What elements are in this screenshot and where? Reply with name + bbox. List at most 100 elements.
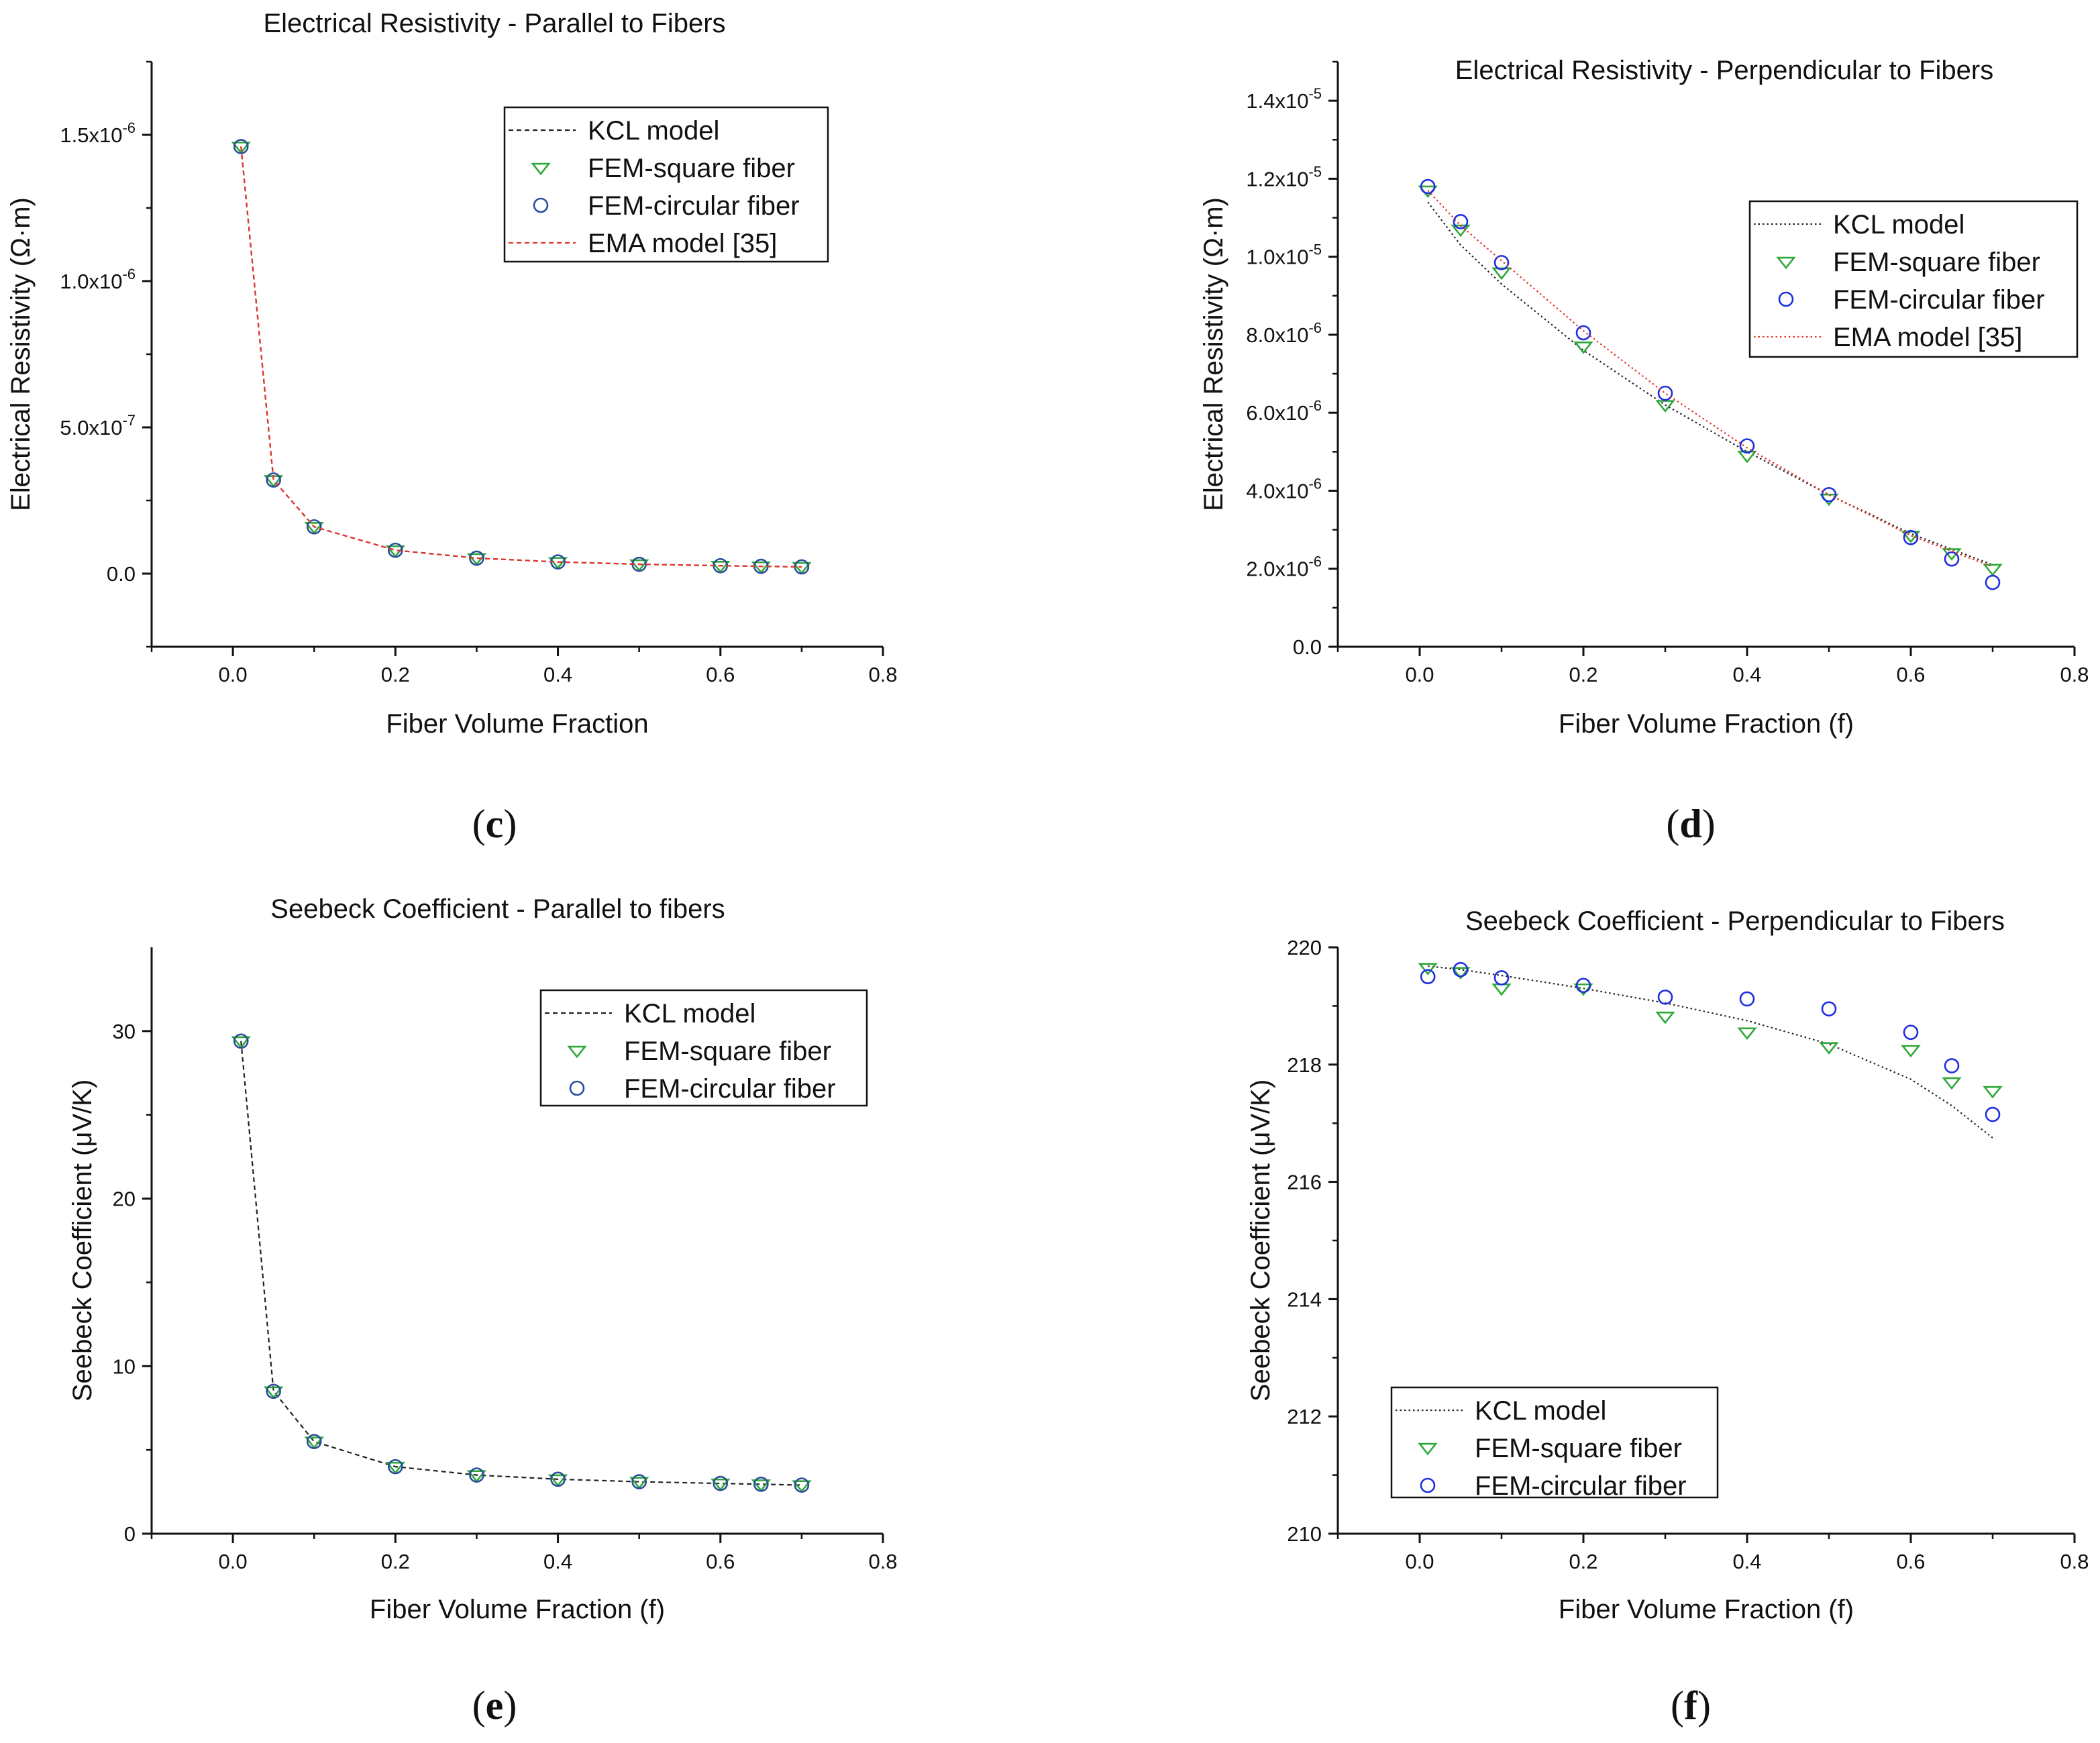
panel-label: (c) (472, 802, 517, 846)
legend-label: FEM-square fiber (588, 154, 795, 183)
chart-title: Electrical Resistivity - Parallel to Fib… (263, 9, 725, 38)
legend-label: KCL model (624, 999, 755, 1028)
data-point (547, 1474, 568, 1487)
legend-label: EMA model [35] (588, 229, 777, 258)
x-tick-label: 0.2 (381, 663, 410, 686)
x-tick-label: 0.8 (2060, 1550, 2089, 1573)
data-point (794, 1477, 810, 1493)
y-tick-label: 4.0x10-6 (1246, 475, 1322, 503)
data-point (1453, 961, 1469, 978)
data-point (1655, 400, 1675, 413)
data-point (1983, 564, 2003, 577)
data-point (631, 1474, 647, 1489)
data-point (1657, 989, 1673, 1005)
legend-frame (539, 989, 868, 1107)
data-point (388, 1459, 403, 1475)
data-point (1737, 450, 1757, 464)
x-axis-label: Fiber Volume Fraction (f) (370, 1595, 665, 1624)
legend-label: KCL model (1475, 1396, 1606, 1426)
data-point (550, 1471, 566, 1487)
data-point (1901, 1045, 1921, 1058)
x-tick-label: 0.6 (706, 663, 735, 686)
series-line (1427, 190, 1993, 568)
legend-circle-swatch (569, 1080, 585, 1096)
y-tick-label: 220 (1287, 936, 1322, 959)
legend-label: FEM-square fiber (1833, 248, 2040, 277)
data-point (231, 1036, 251, 1049)
legend-label: EMA model [35] (1833, 323, 2022, 352)
data-point (1575, 325, 1591, 341)
legend-label: KCL model (588, 116, 719, 146)
series-fem-circular-fiber (1420, 961, 2001, 1122)
data-point (304, 1436, 324, 1449)
x-tick-label: 0.2 (1569, 1550, 1597, 1573)
data-point (388, 542, 403, 558)
legend-label: FEM-circular fiber (624, 1074, 836, 1104)
y-tick-label: 1.0x10-6 (60, 266, 136, 293)
legend-circle-swatch (533, 197, 549, 213)
x-tick-label: 0.4 (1732, 1550, 1761, 1573)
data-point (1418, 963, 1438, 975)
series-line (1428, 965, 1993, 1139)
y-tick-label: 1.5x10-6 (60, 119, 136, 147)
legend-label: FEM-square fiber (624, 1037, 831, 1066)
data-point (1493, 970, 1510, 986)
data-point (711, 560, 731, 574)
data-point (1819, 1042, 1839, 1055)
chart-panel-c: Electrical Resistivity - Parallel to Fib… (6, 9, 898, 846)
chart-panel-f: Seebeck Coefficient - Perpendicular to F… (1246, 906, 2089, 1728)
x-axis-label: Fiber Volume Fraction (386, 709, 648, 739)
y-tick-label: 218 (1287, 1053, 1322, 1077)
data-point (233, 1033, 249, 1049)
data-point (792, 562, 812, 575)
y-tick-label: 0.0 (107, 562, 136, 586)
y-tick-label: 2.0x10-6 (1246, 553, 1322, 581)
y-tick-label: 212 (1287, 1405, 1322, 1428)
data-point (1493, 255, 1510, 270)
x-tick-label: 0.4 (543, 1550, 572, 1573)
data-point (711, 1478, 731, 1491)
y-tick-label: 1.0x10-5 (1246, 242, 1322, 269)
x-tick-label: 0.8 (2060, 663, 2089, 686)
data-point (304, 521, 324, 535)
data-point (1573, 983, 1593, 996)
data-point (1451, 224, 1471, 237)
series-ema-model-35 (1427, 190, 1993, 568)
data-point (1903, 1024, 1919, 1041)
x-tick-label: 0.0 (219, 663, 248, 686)
data-point (629, 559, 649, 572)
legend-label: FEM-square fiber (1475, 1434, 1682, 1463)
data-point (751, 1479, 772, 1492)
legend-label: KCL model (1833, 210, 1964, 240)
data-point (469, 1467, 484, 1483)
x-axis-label: Fiber Volume Fraction (f) (1559, 1595, 1854, 1624)
y-axis-label: Seebeck Coefficient (μV/K) (1246, 1079, 1275, 1402)
series-line (240, 1041, 802, 1486)
data-point (306, 1434, 322, 1449)
x-tick-label: 0.4 (1732, 663, 1761, 686)
data-point (1451, 967, 1471, 980)
panel-label: (e) (472, 1683, 517, 1728)
data-point (1737, 1027, 1757, 1041)
data-point (1420, 178, 1436, 195)
legend-triangle-swatch (567, 1045, 587, 1059)
y-tick-label: 8.0x10-6 (1246, 319, 1322, 347)
x-tick-label: 0.6 (1896, 663, 1925, 686)
x-tick-label: 0.2 (381, 1550, 410, 1573)
series-fem-circular-fiber (233, 1033, 810, 1493)
panel-label: (d) (1666, 802, 1715, 846)
x-tick-label: 0.6 (706, 1550, 735, 1573)
legend: KCL model FEM-square fiber FEM-circular fi… (503, 106, 829, 263)
data-point (1944, 551, 1960, 567)
data-point (266, 472, 281, 488)
data-point (1491, 983, 1512, 996)
y-tick-label: 0.0 (1293, 635, 1322, 659)
data-point (266, 1383, 281, 1399)
y-tick-label: 30 (113, 1020, 136, 1043)
y-tick-label: 6.0x10-6 (1246, 397, 1322, 425)
data-point (1903, 529, 1919, 545)
legend-frame (503, 106, 829, 263)
series-ema-model-35 (240, 146, 802, 568)
data-point (231, 142, 251, 154)
x-tick-label: 0.0 (1405, 1550, 1434, 1573)
